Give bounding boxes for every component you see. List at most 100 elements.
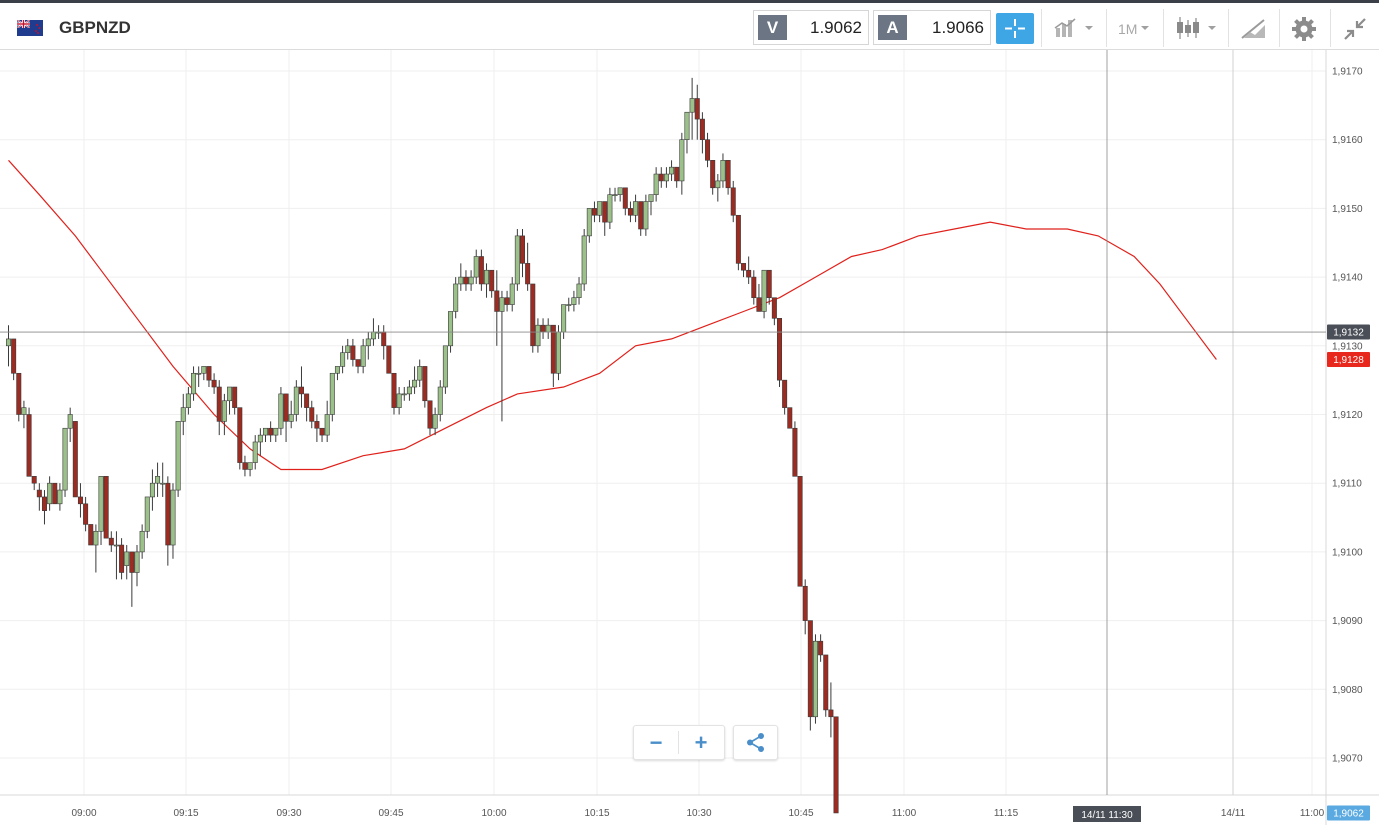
candle-body bbox=[345, 345, 351, 353]
candle bbox=[77, 483, 83, 518]
candle-body bbox=[545, 324, 551, 333]
candle-body bbox=[540, 324, 546, 333]
candle bbox=[494, 270, 500, 346]
candle-body bbox=[298, 386, 304, 395]
candle bbox=[674, 166, 680, 188]
candle bbox=[57, 483, 63, 511]
candle-body bbox=[149, 482, 155, 498]
candle bbox=[278, 387, 284, 436]
candle bbox=[802, 579, 808, 635]
candle-body bbox=[191, 372, 197, 395]
chart-type-icon bbox=[1054, 18, 1093, 37]
candle-body bbox=[381, 331, 387, 347]
candle-body bbox=[278, 393, 284, 429]
candle bbox=[699, 112, 705, 154]
candle-body bbox=[782, 379, 788, 408]
share-button[interactable] bbox=[733, 725, 778, 760]
candle-body bbox=[694, 98, 700, 120]
time-tick-label: 09:30 bbox=[276, 808, 301, 819]
candle bbox=[756, 283, 762, 312]
candle bbox=[237, 407, 243, 470]
candle-body bbox=[823, 654, 829, 711]
candle bbox=[41, 490, 47, 525]
candle bbox=[514, 229, 520, 291]
candle bbox=[735, 214, 741, 271]
candle bbox=[345, 338, 351, 360]
candle bbox=[787, 407, 793, 429]
sell-button[interactable]: V 1.9062 bbox=[753, 10, 869, 45]
candle bbox=[175, 421, 181, 497]
draw-tools-button[interactable] bbox=[1236, 11, 1272, 45]
candle-body bbox=[21, 407, 27, 415]
buy-button[interactable]: A 1.9066 bbox=[873, 10, 991, 45]
candle-body bbox=[684, 111, 690, 141]
candle bbox=[453, 277, 459, 319]
timeframe-button[interactable]: 1M bbox=[1112, 11, 1158, 45]
candle bbox=[602, 201, 608, 236]
candle-body bbox=[802, 585, 808, 621]
candle-body bbox=[427, 400, 433, 429]
candle bbox=[730, 180, 736, 223]
candle bbox=[807, 620, 813, 731]
candle-body bbox=[88, 524, 94, 546]
time-tick-label: 10:45 bbox=[788, 808, 813, 819]
crosshair-time-tag-text: 14/11 11:30 bbox=[1081, 810, 1133, 821]
candle bbox=[288, 400, 294, 429]
ma-price-tag: 1,9128 bbox=[1327, 352, 1370, 368]
candle bbox=[36, 483, 42, 511]
candle bbox=[83, 496, 89, 532]
candle bbox=[391, 372, 397, 415]
candle-body bbox=[771, 297, 777, 319]
chart-type-button[interactable] bbox=[1050, 11, 1100, 45]
candle bbox=[412, 366, 418, 394]
zoom-out-button[interactable]: − bbox=[649, 730, 663, 755]
candle bbox=[108, 531, 114, 552]
candle bbox=[751, 270, 757, 305]
candle-body bbox=[360, 345, 366, 367]
candle-body bbox=[432, 414, 438, 429]
flag-icon bbox=[17, 20, 43, 36]
candle bbox=[113, 531, 119, 580]
zoom-in-button[interactable]: + bbox=[694, 730, 708, 755]
crosshair-button[interactable] bbox=[996, 13, 1034, 44]
candle-body bbox=[340, 352, 346, 367]
candle bbox=[401, 387, 407, 401]
candle-body bbox=[478, 256, 484, 285]
chart-grid bbox=[0, 50, 1379, 825]
time-tick-label: 09:00 bbox=[71, 808, 96, 819]
price-tick-label: 1,9130 bbox=[1332, 341, 1363, 352]
candle bbox=[273, 427, 279, 442]
candle-body bbox=[725, 160, 731, 189]
candle bbox=[663, 167, 669, 188]
candle-body bbox=[792, 427, 798, 477]
candle-body bbox=[473, 256, 479, 278]
candle bbox=[633, 194, 639, 223]
candle-body bbox=[180, 407, 186, 422]
candle bbox=[47, 476, 53, 511]
candle-body bbox=[561, 304, 567, 333]
candle bbox=[201, 366, 207, 381]
candle bbox=[232, 386, 238, 415]
candle-type-button[interactable] bbox=[1170, 11, 1222, 45]
settings-button[interactable] bbox=[1287, 11, 1321, 45]
candle-body bbox=[448, 311, 454, 347]
price-chart[interactable]: 1,9170 1,9160 1,9150 1,9140 1,9130 1,9120 1,91… bbox=[0, 50, 1379, 826]
candle bbox=[581, 229, 587, 291]
collapse-button[interactable] bbox=[1338, 11, 1372, 45]
candle bbox=[165, 476, 171, 566]
candle-body bbox=[52, 482, 58, 505]
candle bbox=[309, 400, 315, 429]
candle bbox=[191, 366, 197, 401]
candle-body bbox=[612, 194, 618, 196]
candle bbox=[627, 201, 633, 223]
candle-body bbox=[16, 372, 22, 415]
candle-body bbox=[62, 427, 68, 491]
sell-price: 1.9062 bbox=[810, 18, 862, 37]
candle bbox=[463, 270, 469, 291]
candle bbox=[535, 318, 541, 353]
candle bbox=[504, 290, 510, 312]
candle bbox=[746, 256, 752, 284]
candle bbox=[340, 345, 346, 374]
candle-body bbox=[406, 386, 412, 395]
candle bbox=[396, 387, 402, 415]
